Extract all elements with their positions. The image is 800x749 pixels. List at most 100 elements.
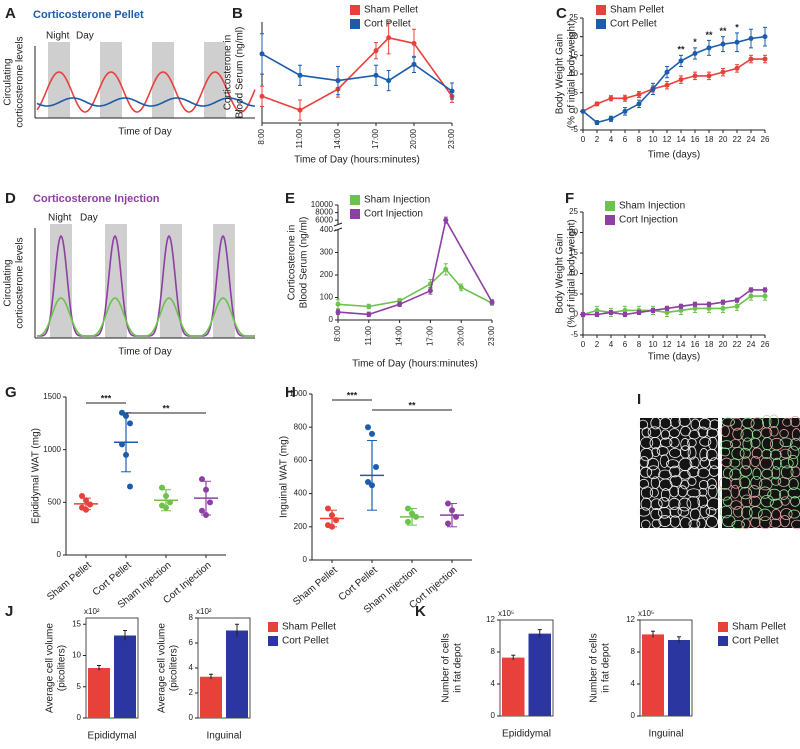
x-axis-label: Time of Day bbox=[118, 347, 172, 358]
x-tick-label: 20 bbox=[719, 135, 728, 144]
cell-outline bbox=[739, 447, 751, 459]
cell-outline bbox=[767, 488, 782, 501]
cell-outline bbox=[771, 466, 781, 480]
cell-outline bbox=[639, 447, 654, 462]
y-axis-label: (% of initial body weight) bbox=[567, 20, 578, 128]
panel-label: K bbox=[415, 603, 426, 620]
cell-outline bbox=[651, 519, 662, 529]
x-tick-label: 4 bbox=[609, 135, 614, 144]
data-point bbox=[259, 93, 265, 99]
data-point bbox=[199, 476, 205, 483]
cell-outline bbox=[659, 417, 672, 430]
night-band bbox=[50, 224, 72, 338]
cell-outline bbox=[790, 437, 800, 451]
y-tick-label: 400 bbox=[294, 489, 308, 498]
cell-outline bbox=[742, 437, 753, 451]
cell-outline bbox=[677, 485, 688, 498]
data-point bbox=[678, 77, 684, 83]
x-tick-label: 11:00 bbox=[295, 128, 304, 148]
cell-outline bbox=[731, 520, 745, 530]
cell-outline bbox=[722, 467, 733, 479]
data-point bbox=[762, 293, 768, 299]
legend-swatch bbox=[718, 622, 728, 632]
x-tick-label: 11:00 bbox=[364, 325, 373, 345]
night-band bbox=[100, 42, 122, 118]
y-tick-label: 15 bbox=[72, 619, 81, 628]
schematic-curve bbox=[36, 297, 256, 337]
cell-outline bbox=[779, 448, 792, 459]
x-axis-label: Time (days) bbox=[648, 352, 700, 363]
y-tick-label: 6 bbox=[189, 638, 194, 647]
x-axis-label: Epididymal bbox=[502, 729, 551, 740]
y-tick-label: -5 bbox=[571, 125, 579, 134]
cell-outline bbox=[780, 508, 793, 520]
panel-label: F bbox=[565, 190, 574, 207]
cell-outline bbox=[688, 519, 701, 529]
cell-outline bbox=[772, 457, 782, 470]
cell-outline bbox=[790, 415, 800, 428]
cell-outline bbox=[722, 496, 733, 507]
cell-outline bbox=[769, 449, 782, 460]
y-tick-label: 2 bbox=[189, 688, 194, 697]
x-tick-label: 24 bbox=[747, 340, 756, 349]
legend-swatch bbox=[268, 622, 278, 632]
panel-label: J bbox=[5, 603, 13, 620]
cell-outline bbox=[761, 449, 772, 460]
data-point bbox=[636, 309, 642, 315]
cell-outline bbox=[699, 437, 712, 447]
y-tick-label: 12 bbox=[486, 615, 495, 624]
data-point bbox=[411, 61, 417, 67]
bar bbox=[502, 657, 525, 716]
data-point bbox=[405, 518, 411, 525]
data-point bbox=[365, 478, 371, 485]
significance-label: *** bbox=[347, 390, 358, 400]
x-tick-label: 20 bbox=[719, 340, 728, 349]
bar bbox=[114, 635, 136, 718]
data-point bbox=[365, 424, 371, 431]
cell-outline bbox=[651, 447, 661, 458]
legend-swatch bbox=[596, 19, 606, 29]
y-axis-label: (picoliters) bbox=[57, 645, 68, 691]
cell-outline bbox=[657, 506, 672, 519]
night-band bbox=[204, 42, 226, 118]
y-tick-label: 0 bbox=[189, 713, 194, 722]
data-point bbox=[366, 311, 372, 317]
y-tick-label: 1000 bbox=[43, 445, 61, 454]
cell-outline bbox=[669, 485, 680, 498]
data-point bbox=[720, 41, 726, 47]
data-point bbox=[720, 69, 726, 75]
y-tick-label: 300 bbox=[320, 248, 334, 257]
legend-label: Cort Pellet bbox=[364, 19, 411, 30]
legend-label: Sham Injection bbox=[364, 195, 430, 206]
period-label: Night bbox=[46, 31, 70, 42]
legend-label: Sham Pellet bbox=[364, 5, 418, 16]
cell-outline bbox=[750, 455, 761, 467]
data-point bbox=[734, 65, 740, 71]
cell-outline bbox=[687, 477, 697, 486]
x-tick-label: 12 bbox=[663, 135, 672, 144]
significance-label: ** bbox=[705, 30, 713, 40]
y-axis-label: Epididymal WAT (mg) bbox=[31, 428, 42, 524]
cell-outline bbox=[696, 517, 707, 530]
data-point bbox=[664, 69, 670, 75]
data-point bbox=[594, 307, 600, 313]
cell-outline bbox=[748, 506, 763, 519]
cell-outline bbox=[637, 507, 651, 517]
data-point bbox=[692, 305, 698, 311]
legend-label: Cort Pellet bbox=[732, 636, 779, 647]
y-tick-label: 600 bbox=[294, 456, 308, 465]
cell-outline bbox=[730, 500, 742, 510]
legend-swatch bbox=[350, 5, 360, 15]
data-point bbox=[734, 39, 740, 45]
y-tick-label: 0 bbox=[631, 711, 636, 720]
cell-outline bbox=[668, 497, 681, 510]
chart-title: Corticosterone Injection bbox=[33, 193, 160, 205]
cell-outline bbox=[707, 497, 721, 511]
y-tick-label: 10 bbox=[569, 69, 578, 78]
cell-outline bbox=[698, 480, 709, 490]
cell-outline bbox=[650, 508, 663, 521]
y-tick-label: 500 bbox=[48, 497, 62, 506]
night-band bbox=[152, 42, 174, 118]
cell-outline bbox=[780, 496, 790, 506]
